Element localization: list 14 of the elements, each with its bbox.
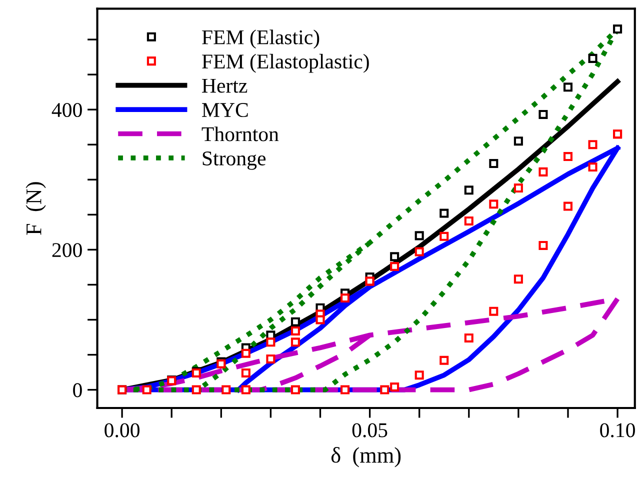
- y-axis-title: F (N): [26, 182, 46, 235]
- y-tick-label: 400: [52, 102, 82, 118]
- x-axis-title: δ (mm): [331, 447, 401, 468]
- legend-label: MYC: [202, 103, 248, 118]
- y-tick-label: 200: [52, 243, 82, 258]
- x-tick-label: 0.10: [600, 423, 635, 438]
- legend-label: FEM (Elastic): [202, 30, 320, 49]
- y-tick-label: 0: [73, 383, 82, 398]
- legend-label: Stronge: [202, 151, 266, 170]
- x-tick-label: 0.00: [104, 423, 140, 438]
- legend-label: FEM (Elastoplastic): [202, 54, 369, 73]
- legend-label: Thornton: [202, 126, 279, 142]
- x-tick-label: 0.05: [352, 423, 388, 438]
- legend-label: Hertz: [202, 78, 248, 93]
